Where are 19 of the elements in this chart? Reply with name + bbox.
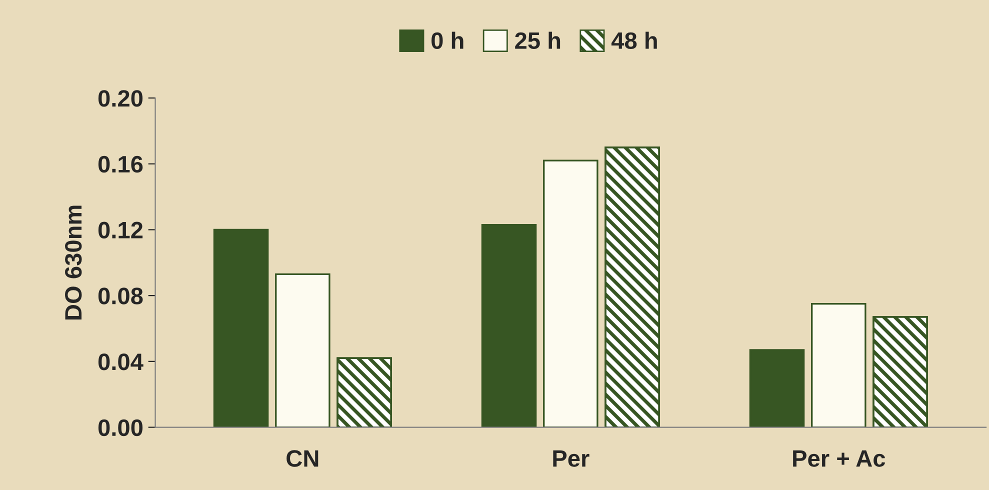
y-tick-label: 0.04 xyxy=(98,353,144,370)
bar xyxy=(543,160,598,428)
legend-label: 25 h xyxy=(515,32,560,50)
x-tick-label: Per + Ac xyxy=(793,450,886,467)
y-tick-label: 0.08 xyxy=(98,288,143,304)
y-tick-label: 0.20 xyxy=(98,90,143,107)
bar xyxy=(481,224,537,428)
bar xyxy=(749,349,805,428)
legend-label: 0 h xyxy=(432,32,464,50)
legend-label: 48 h xyxy=(611,32,657,50)
y-tick-label: 0.00 xyxy=(98,419,143,436)
bar xyxy=(275,273,330,428)
y-tick-label: 0.12 xyxy=(98,222,143,238)
x-tick-label: CN xyxy=(286,450,318,467)
bar xyxy=(811,302,866,428)
y-axis-title: DO 630nm xyxy=(65,206,82,320)
x-tick-label: Per xyxy=(553,450,590,467)
bar xyxy=(213,228,269,428)
y-tick-label: 0.16 xyxy=(98,156,143,173)
